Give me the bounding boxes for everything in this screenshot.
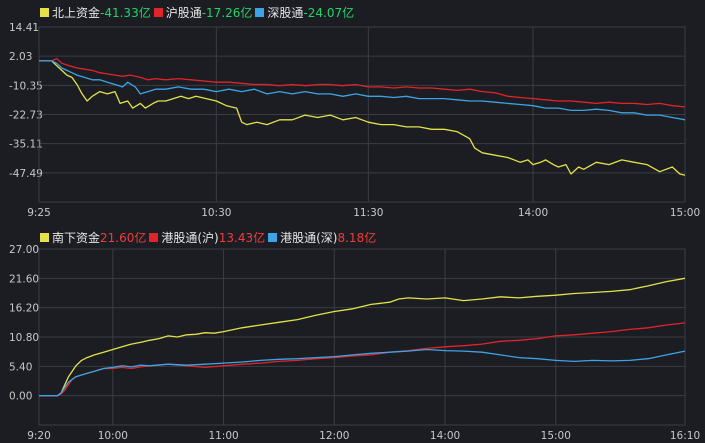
legend-item: 深股通 -24.07亿 [255,4,354,21]
x-tick-label: 9:25 [27,207,51,219]
x-tick-label: 11:00 [208,430,238,442]
x-tick-label: 10:00 [98,430,128,442]
legend-label: 沪股通 [165,5,202,20]
y-tick-label: 5.40 [9,361,32,373]
x-tick-label: 11:30 [353,207,383,219]
x-tick-label: 9:20 [27,430,51,442]
y-tick-label: 16.20 [9,303,39,315]
legend-label: 港股通(沪) [161,230,219,245]
series-line [39,60,686,121]
y-tick-label: -22.73 [9,110,43,122]
y-tick-label: -10.35 [9,80,43,92]
series-line [39,60,686,176]
y-tick-label: 2.03 [9,51,32,63]
y-tick-label: 14.41 [9,22,39,34]
x-tick-label: 16:10 [670,430,700,442]
legend-bottom: 南下资金 21.60亿 港股通(沪) 13.43亿 港股通(深) 8.18亿 [40,229,379,245]
x-tick-label: 14:00 [518,207,548,219]
y-tick-label: -47.49 [9,168,43,180]
legend-value: -24.07亿 [303,5,355,20]
legend-value: 21.60亿 [100,230,147,245]
x-tick-label: 15:00 [670,207,700,219]
legend-swatch [268,232,278,242]
y-tick-label: 27.00 [9,244,39,256]
legend-item: 沪股通 -17.26亿 [153,4,253,21]
x-tick-label: 12:00 [319,430,349,442]
legend-swatch [153,7,163,17]
y-tick-label: -35.11 [9,139,43,151]
x-tick-label: 15:00 [541,430,571,442]
legend-value: -41.33亿 [100,5,151,20]
y-tick-label: 0.00 [9,391,32,403]
legend-swatch [40,232,49,242]
legend-label: 深股通 [267,5,304,20]
series-line [39,348,686,397]
series-line [39,57,686,108]
legend-swatch [149,232,159,242]
legend-label: 南下资金 [52,230,101,245]
y-tick-label: 10.80 [9,332,39,344]
x-tick-label: 14:00 [430,430,460,442]
y-tick-label: 21.60 [9,273,39,285]
legend-value: -17.26亿 [201,5,253,20]
legend-value: 8.18亿 [337,230,377,245]
legend-swatch [255,7,265,17]
legend-item: 港股通(深) 8.18亿 [268,229,376,246]
legend-label: 北上资金 [52,5,101,20]
legend-label: 港股通(深) [280,230,338,245]
legend-swatch [40,7,49,17]
x-tick-label: 10:30 [201,207,231,219]
legend-value: 13.43亿 [218,230,266,245]
series-line [39,322,686,397]
legend-item: 北上资金 -41.33亿 [40,4,151,21]
legend-top: 北上资金 -41.33亿 沪股通 -17.26亿 深股通 -24.07亿 [40,4,357,20]
legend-item: 南下资金 21.60亿 [40,229,146,246]
series-line [39,277,686,397]
legend-item: 港股通(沪) 13.43亿 [149,229,265,246]
